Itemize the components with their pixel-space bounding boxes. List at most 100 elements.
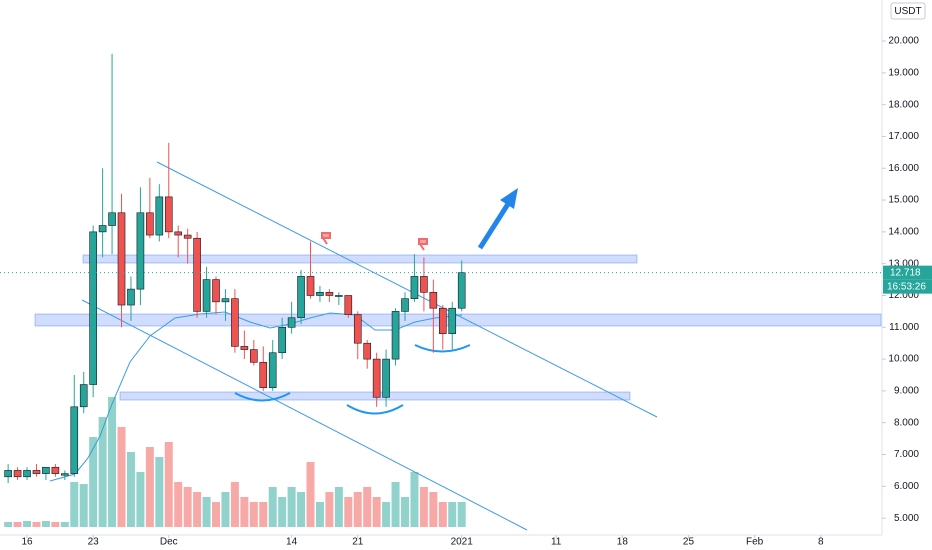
candle-body	[268, 352, 277, 389]
candle-body	[127, 288, 135, 306]
y-tick-label: 18.000	[888, 99, 919, 110]
candle-body	[401, 298, 409, 312]
y-tick-label: 17.000	[888, 131, 919, 142]
y-tick-label: 11.000	[889, 322, 919, 333]
candle-body	[316, 292, 324, 296]
volume-bar	[174, 482, 183, 527]
volume-bar	[41, 521, 50, 527]
x-tick-label: 18	[617, 537, 629, 548]
candle-body	[278, 326, 286, 354]
y-tick-label: 8.000	[894, 417, 919, 428]
volume-bar	[108, 397, 117, 527]
volume-bar	[193, 492, 202, 527]
y-tick-label: 20.000	[888, 36, 919, 47]
candle-body	[70, 406, 79, 474]
countdown-label: 16:53:26	[887, 281, 926, 292]
candle-body	[325, 292, 334, 296]
trendline	[81, 299, 528, 531]
x-tick-label: 25	[683, 537, 695, 548]
candle-body	[429, 292, 438, 309]
volume-bar	[268, 487, 277, 527]
candle-body	[250, 349, 258, 363]
candle-body	[13, 470, 22, 478]
candle-body	[212, 279, 220, 303]
x-tick-label: 8	[818, 537, 824, 548]
volume-bar	[51, 522, 60, 527]
flag-icon	[321, 232, 331, 245]
candle-body	[146, 212, 154, 236]
candle-body	[117, 212, 126, 306]
y-tick-label: 13.000	[888, 258, 919, 269]
volume-bar	[60, 522, 69, 527]
volume-bar	[23, 521, 32, 527]
volume-bar	[325, 492, 334, 527]
volume-bar	[70, 482, 79, 527]
volume-bar	[410, 472, 419, 527]
last-price-label: 12.718	[890, 267, 921, 278]
volume-bar	[419, 487, 428, 527]
candle-body	[391, 311, 400, 360]
volume-pane	[4, 397, 466, 527]
countdown-box	[883, 279, 932, 294]
candle-body	[457, 272, 466, 309]
volume-bar	[136, 472, 145, 527]
volume-bar	[79, 484, 88, 527]
candle-body	[363, 342, 372, 360]
candle-body	[221, 298, 230, 303]
y-tick-label: 9.000	[894, 386, 919, 397]
candle-body	[448, 307, 457, 334]
x-tick-label: 2021	[451, 537, 474, 548]
volume-bar	[287, 487, 296, 527]
candle-body	[61, 473, 69, 476]
volume-bar	[278, 497, 287, 527]
volume-bar	[457, 502, 466, 527]
arrow-head	[500, 188, 518, 209]
x-tick-label: 21	[352, 537, 364, 548]
volume-bar	[117, 427, 126, 527]
currency-box[interactable]	[890, 2, 926, 20]
candle-body	[32, 470, 41, 474]
volume-bar	[183, 487, 192, 527]
x-tick-label: Feb	[746, 537, 764, 548]
arrow	[477, 202, 511, 250]
candle-body	[42, 466, 50, 474]
volume-bar	[353, 492, 362, 527]
candle-body	[353, 314, 362, 344]
volume-bar	[249, 502, 258, 527]
candle-body	[4, 470, 12, 478]
candle-body	[240, 346, 249, 350]
candle-body	[438, 307, 447, 334]
candle-body	[193, 237, 201, 312]
candle-body	[202, 279, 211, 312]
volume-bar	[315, 502, 324, 527]
candle-body	[51, 466, 60, 474]
flag-icon	[418, 238, 428, 251]
volume-bar	[89, 437, 98, 527]
candle-body	[108, 212, 116, 226]
x-tick-label: Dec	[160, 537, 178, 548]
volume-bar	[400, 497, 409, 527]
volume-bar	[126, 452, 135, 527]
candle-body	[259, 361, 268, 389]
y-tick-label: 16.000	[888, 163, 919, 174]
y-tick-label: 6.000	[894, 481, 919, 492]
candle-body	[174, 231, 183, 236]
y-tick-label: 10.000	[888, 354, 919, 365]
candle-body	[344, 295, 353, 315]
arc	[346, 404, 404, 415]
candle-body	[98, 225, 107, 233]
candle-body	[420, 276, 428, 293]
x-tick-label: 14	[286, 537, 298, 548]
volume-bar	[363, 487, 372, 527]
y-tick-label: 5.000	[894, 513, 919, 524]
candle-body	[164, 196, 173, 233]
volume-bar	[448, 502, 457, 527]
volume-bar	[391, 482, 400, 527]
volume-bar	[382, 502, 391, 527]
x-tick-label: 23	[88, 537, 100, 548]
y-tick-label: 7.000	[894, 449, 919, 460]
resistance-zone	[82, 254, 638, 264]
volume-bar	[98, 417, 107, 527]
x-tick-label: 11	[551, 537, 562, 548]
